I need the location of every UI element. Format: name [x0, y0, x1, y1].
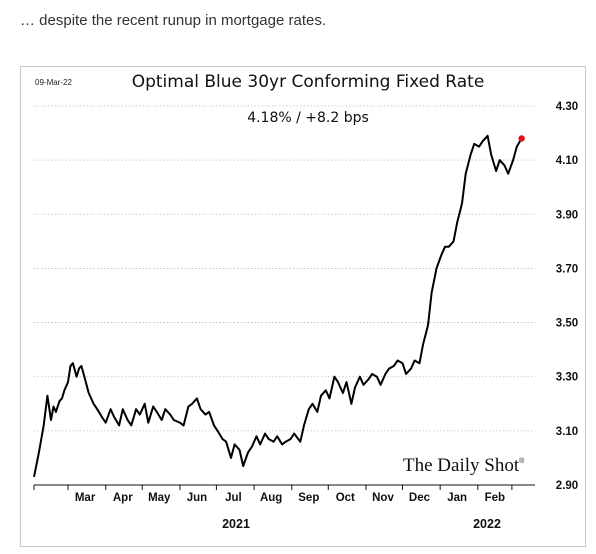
x-tick-label: Nov	[372, 492, 394, 504]
series-line	[33, 134, 523, 478]
y-tick-label: 3.90	[556, 209, 578, 221]
brand-name: The Daily Shot	[403, 455, 520, 476]
chart-title: Optimal Blue 30yr Conforming Fixed Rate	[132, 72, 485, 92]
x-tick-label: Jun	[187, 492, 207, 504]
gridlines	[34, 105, 535, 432]
y-tick-label: 3.10	[556, 426, 578, 438]
x-axis: Mar Apr May Jun Jul Aug Sep Oct Nov Dec Jan Feb	[33, 485, 513, 504]
y-axis: 4.30 4.10 3.90 3.70 3.50 3.30 3.10 2.90	[556, 101, 578, 492]
y-tick-label: 4.10	[556, 155, 578, 167]
x-tick-label: Oct	[336, 492, 355, 504]
x-tick-label: Jul	[225, 492, 242, 504]
x-tick-label: Aug	[260, 492, 282, 504]
x-tick-label: Sep	[298, 492, 319, 504]
y-tick-label: 2.90	[556, 480, 578, 492]
x-tick-label: Apr	[113, 492, 133, 504]
chart-subtitle: 4.18% / +8.2 bps	[247, 110, 369, 126]
x-tick-label: Mar	[75, 492, 96, 504]
chart-frame: 09-Mar-22 Optimal Blue 30yr Conforming F…	[20, 66, 586, 547]
chart: 09-Mar-22 Optimal Blue 30yr Conforming F…	[33, 72, 578, 531]
x-tick-label: Feb	[485, 492, 505, 504]
x-tick-label: Dec	[409, 492, 431, 504]
chart-date-stamp: 09-Mar-22	[35, 78, 72, 87]
brand-logo: The Daily Shot®	[403, 455, 525, 476]
y-tick-label: 3.70	[556, 263, 578, 275]
x-tick-label: May	[148, 492, 171, 504]
y-tick-label: 3.50	[556, 318, 578, 330]
brand-mark: ®	[519, 457, 525, 465]
caption: … despite the recent runup in mortgage r…	[20, 12, 327, 29]
y-tick-label: 3.30	[556, 372, 578, 384]
year-label-2021: 2021	[222, 517, 250, 531]
x-tick-label: Jan	[447, 492, 467, 504]
year-label-2022: 2022	[473, 517, 501, 531]
series-end-marker	[518, 135, 525, 142]
y-tick-label: 4.30	[556, 101, 578, 113]
